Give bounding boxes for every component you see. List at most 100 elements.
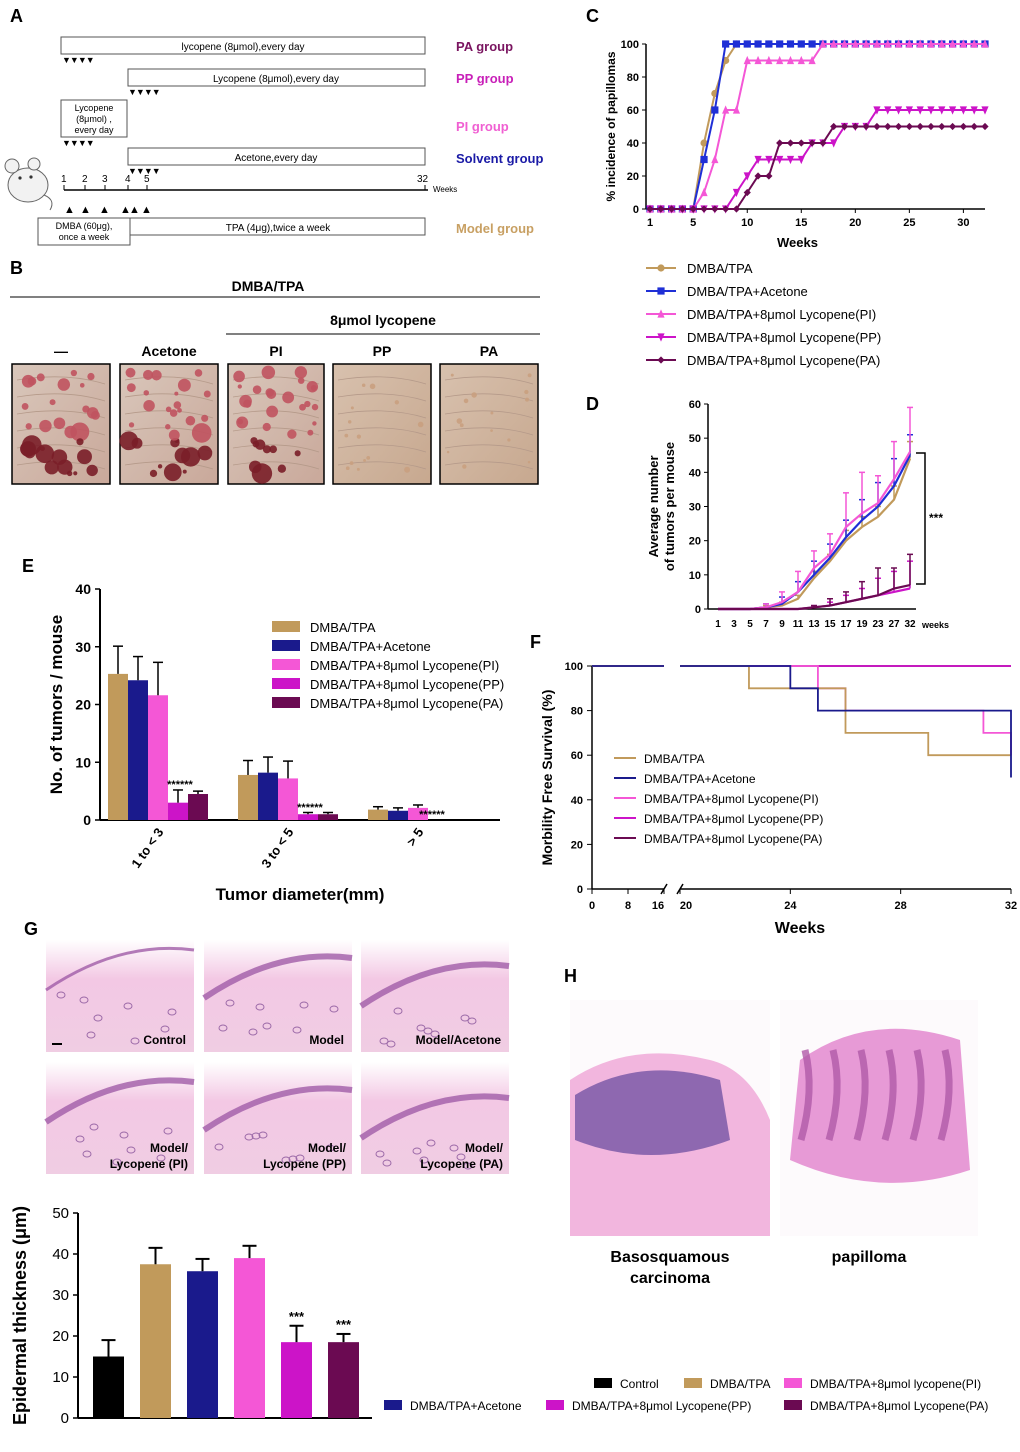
data-point xyxy=(808,40,816,48)
dmba-arrows-3: ▲ xyxy=(99,204,110,216)
significance-bracket xyxy=(916,452,926,585)
tumor-spot xyxy=(49,399,56,406)
pp-bar xyxy=(127,68,426,87)
tissue-gland xyxy=(382,1159,392,1167)
epidermis-layer xyxy=(359,1093,510,1141)
data-point xyxy=(948,106,957,115)
legend-label: DMBA/TPA+8μmol Lycopene(PA) xyxy=(644,832,822,846)
dmba-arrows: ▲ xyxy=(64,204,75,216)
pi-bar-line1: Lycopene xyxy=(75,103,114,113)
tumor-spot xyxy=(344,433,349,438)
legend-label: DMBA/TPA+8μmol Lycopene(PP) xyxy=(310,677,504,692)
legend-swatch xyxy=(684,1378,702,1388)
tumor-spot xyxy=(149,469,158,478)
x-tick-label: 20 xyxy=(680,900,692,912)
legend-label: DMBA/TPA+8μmol Lycopene(PP) xyxy=(644,812,823,826)
y-tick-label: 30 xyxy=(52,1287,69,1304)
photo-label: PA xyxy=(480,343,498,359)
tumor-spot xyxy=(297,377,305,384)
tumor-spot xyxy=(356,434,362,439)
data-point xyxy=(981,39,989,48)
data-point xyxy=(732,188,741,198)
tumor-spot xyxy=(261,365,276,380)
tissue-gland xyxy=(386,1040,396,1048)
data-point xyxy=(711,106,719,114)
legend-label: Control xyxy=(620,1377,659,1391)
tumor-spot xyxy=(349,461,354,466)
tissue-gland xyxy=(156,1154,166,1162)
mouse-skin-photo xyxy=(439,363,539,485)
y-tick-label: 0 xyxy=(61,1410,69,1427)
skin-fold xyxy=(232,410,320,419)
panel-label-a: A xyxy=(10,6,23,26)
y-tick-label: 20 xyxy=(571,839,583,851)
data-point xyxy=(743,172,751,181)
histology-label-1: Model/ xyxy=(465,1141,504,1155)
skin-fold xyxy=(124,376,214,385)
data-point xyxy=(700,187,708,197)
tissue-gland xyxy=(123,1002,133,1010)
tpa-arrow-2: ▲ xyxy=(141,204,152,216)
significance-label: *** xyxy=(289,1309,305,1324)
tumor-spot xyxy=(79,383,85,388)
data-point xyxy=(689,205,697,213)
tumor-spot xyxy=(157,464,163,469)
data-point xyxy=(970,106,978,115)
significance-label: ****** xyxy=(167,779,193,791)
tumor-spot xyxy=(369,383,376,390)
y-tick-label: 40 xyxy=(52,1246,69,1263)
x-tick-label: 3 to < 5 xyxy=(258,825,296,871)
y-tick-label: 60 xyxy=(571,750,583,762)
panel-b-title: DMBA/TPA xyxy=(232,278,305,294)
histology-label-2: carcinoma xyxy=(630,1270,710,1287)
tissue-gland xyxy=(251,1132,261,1140)
significance-label: *** xyxy=(929,511,943,525)
papilloma-frond xyxy=(853,1049,869,1141)
tissue-gland xyxy=(329,1005,339,1013)
x-tick-label: 1 to < 3 xyxy=(128,825,166,871)
data-point xyxy=(840,39,849,48)
y-tick-label: 30 xyxy=(75,639,91,655)
skin-fold xyxy=(444,393,534,402)
mouse-skin-photo xyxy=(332,363,432,485)
tissue-gland xyxy=(393,1007,403,1015)
tumor-spot xyxy=(527,373,532,378)
data-point xyxy=(916,122,924,131)
model-group-label: Model group xyxy=(456,221,534,236)
tissue-gland xyxy=(456,1153,466,1161)
data-point xyxy=(830,139,838,148)
legend-label: DMBA/TPA+Acetone xyxy=(687,284,808,299)
tumor-spot xyxy=(82,405,90,413)
y-tick-label: 40 xyxy=(75,581,91,597)
panel-label-e: E xyxy=(22,556,34,576)
solvent-doses-marker: ▼▼▼▼ xyxy=(128,166,160,176)
tumor-spot xyxy=(169,409,178,417)
x-tick-label: 0 xyxy=(589,900,595,912)
bar xyxy=(188,794,208,820)
bar xyxy=(368,809,388,820)
data-point xyxy=(970,39,978,48)
y-tick-label: 20 xyxy=(75,697,91,713)
tumor-spot xyxy=(21,374,35,388)
tumor-spot xyxy=(404,466,411,473)
data-point xyxy=(786,155,795,165)
tumor-spot xyxy=(462,464,467,469)
x-tick-label: 7 xyxy=(763,619,769,630)
tissue-gland xyxy=(426,1139,436,1147)
tissue-gland xyxy=(163,1127,173,1135)
tumor-spot xyxy=(165,406,172,413)
tumor-spot xyxy=(142,369,154,380)
photo-label: Acetone xyxy=(141,343,196,359)
data-point xyxy=(765,172,773,180)
data-point xyxy=(797,55,805,65)
data-point xyxy=(765,55,773,65)
y-axis-label: Epidermal thickness (μm) xyxy=(10,1206,30,1425)
data-point xyxy=(938,106,946,115)
y-tick-label: 0 xyxy=(83,812,91,828)
panel-a-schedule: lycopene (8μmol),every day PA group ▼▼▼▼… xyxy=(4,36,543,246)
tumor-spot xyxy=(237,384,242,389)
legend-marker xyxy=(657,333,665,342)
legend-swatch xyxy=(272,697,300,708)
